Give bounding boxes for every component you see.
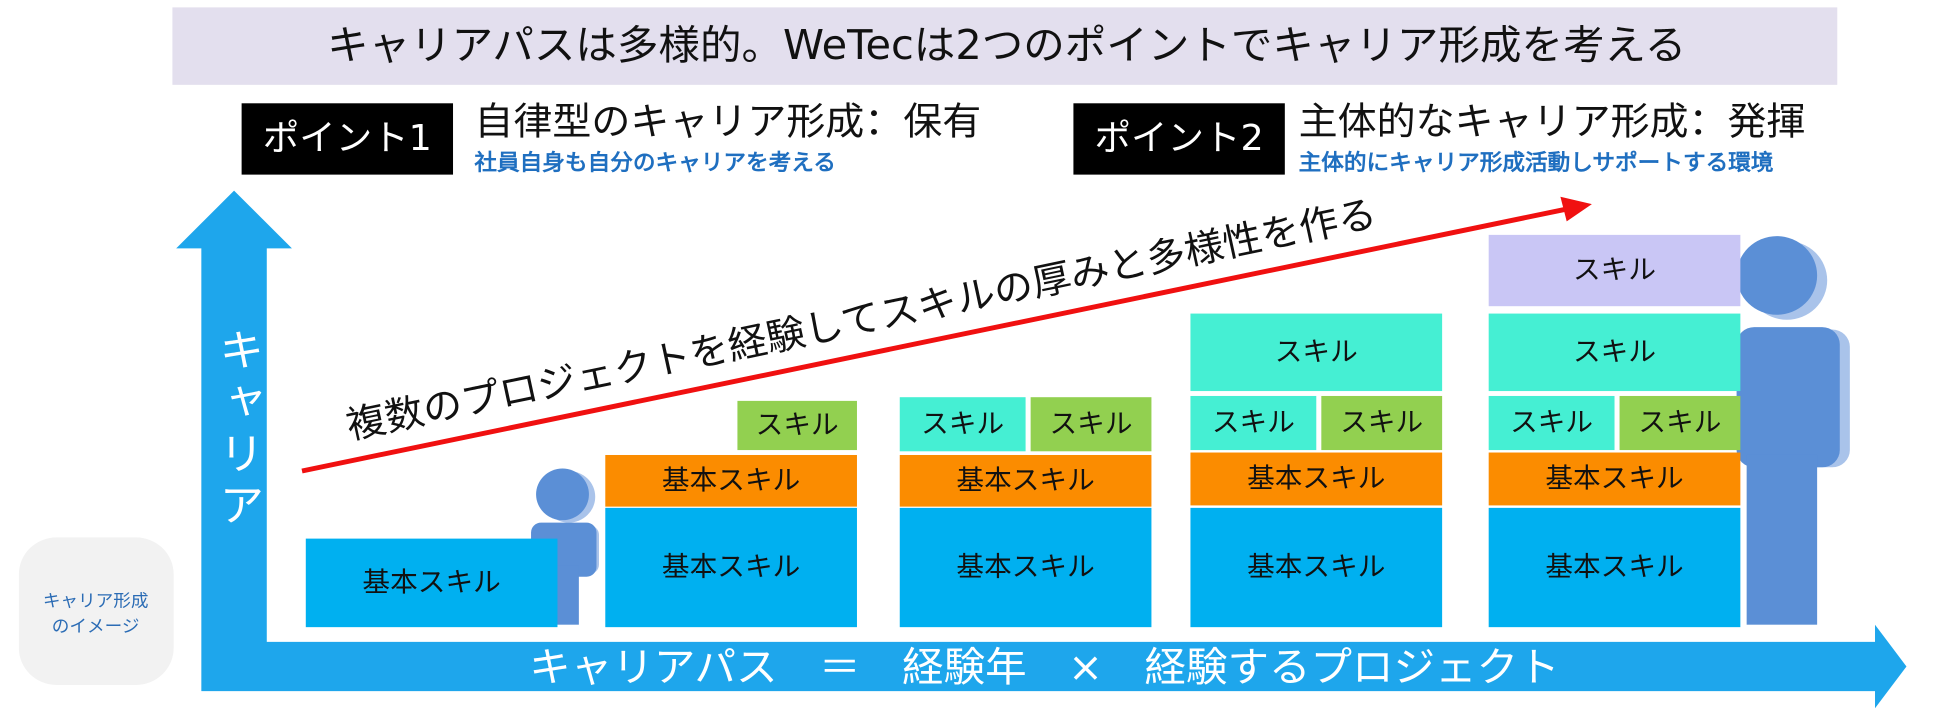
skill-label: スキル <box>1050 409 1133 440</box>
point-heading: 自律型のキャリア形成：保有 <box>474 100 981 144</box>
skill-label: スキル <box>1573 255 1656 286</box>
y-axis-label: キャリア <box>211 327 265 534</box>
skill-label: スキル <box>1212 408 1295 439</box>
skill-block <box>1488 507 1741 628</box>
skill-block <box>899 454 1152 507</box>
x-axis-label: キャリアパス ＝ 経験年 × 経験するプロジェクト <box>529 644 1559 691</box>
skill-label: スキル <box>1510 408 1593 439</box>
skill-label: スキル <box>921 409 1004 440</box>
skill-block <box>1190 395 1317 451</box>
side-label: のイメージ <box>52 617 140 637</box>
skill-label: スキル <box>1340 408 1423 439</box>
header-band <box>172 7 1838 85</box>
skill-block <box>1488 313 1741 392</box>
skill-label: 基本スキル <box>362 568 500 599</box>
y-arrow-head <box>176 190 292 249</box>
skill-block <box>1488 234 1741 307</box>
axes-body <box>201 245 1907 709</box>
badge <box>241 103 454 175</box>
skill-label: 基本スキル <box>956 466 1094 497</box>
skill-block <box>1030 397 1152 452</box>
skill-label: 基本スキル <box>1247 552 1385 583</box>
skill-label: 基本スキル <box>956 552 1094 583</box>
point-heading: 主体的なキャリア形成：発揮 <box>1299 100 1806 144</box>
skill-label: 基本スキル <box>1545 464 1683 495</box>
skill-block <box>899 397 1026 452</box>
skill-block <box>1190 452 1443 506</box>
skill-block <box>305 538 558 628</box>
badge-text: ポイント1 <box>263 117 432 159</box>
large-person <box>1736 236 1850 625</box>
skill-block <box>1190 313 1443 392</box>
title: キャリアパスは多様的。WeTecは2つのポイントでキャリア形成を考える <box>327 21 1686 68</box>
point-sub: 社員自身も自分のキャリアを考える <box>474 149 835 176</box>
skill-block <box>605 454 857 507</box>
skill-label: スキル <box>1638 408 1721 439</box>
skill-label: 基本スキル <box>1545 552 1683 583</box>
skill-block <box>1190 507 1443 628</box>
skill-label: スキル <box>1573 337 1656 368</box>
skill-block <box>899 507 1152 628</box>
skill-label: 基本スキル <box>662 552 800 583</box>
growth-arrow-head <box>1560 196 1592 222</box>
skill-label: 基本スキル <box>662 466 800 497</box>
skill-block <box>1488 452 1741 506</box>
skill-label: スキル <box>756 410 839 441</box>
skill-block <box>1321 395 1443 451</box>
badge <box>1073 103 1285 175</box>
badge-text: ポイント2 <box>1095 117 1264 159</box>
skill-label: スキル <box>1275 337 1358 368</box>
point-sub: 主体的にキャリア形成活動しサポートする環境 <box>1299 149 1774 176</box>
skill-block <box>605 507 857 628</box>
skill-block <box>1488 395 1615 451</box>
small-person <box>531 468 599 625</box>
side-label: キャリア形成 <box>43 591 149 611</box>
skill-label: 基本スキル <box>1247 464 1385 495</box>
skill-block <box>1619 395 1741 451</box>
side-label-box <box>18 537 174 685</box>
skill-block <box>737 400 857 451</box>
growth-arrow <box>301 206 1568 474</box>
